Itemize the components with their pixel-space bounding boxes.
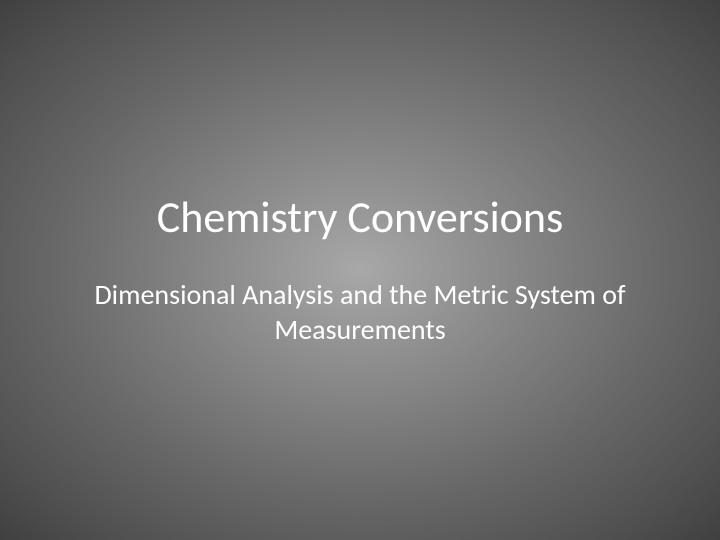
slide-subtitle: Dimensional Analysis and the Metric Syst… (60, 277, 660, 347)
slide-container: Chemistry Conversions Dimensional Analys… (0, 0, 720, 540)
slide-title: Chemistry Conversions (157, 193, 563, 241)
